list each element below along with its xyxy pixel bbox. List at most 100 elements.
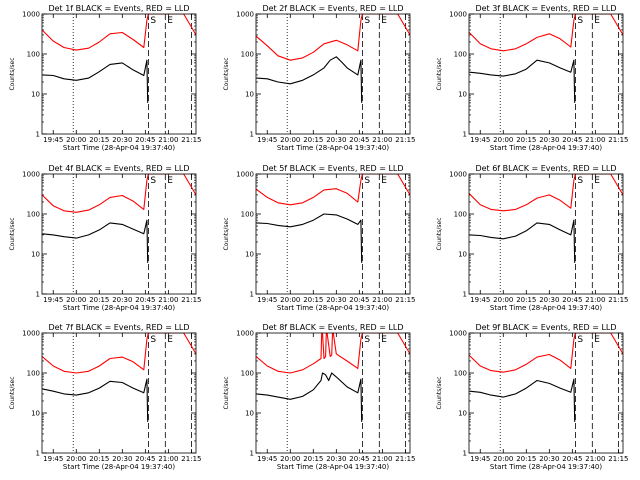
- x-tick-label: 20:45: [562, 296, 582, 304]
- plot-frame: [468, 173, 624, 295]
- lld-series-line: [469, 174, 623, 212]
- x-tick-label: 21:00: [585, 136, 605, 144]
- x-tick-label: 21:15: [395, 136, 415, 144]
- x-tick-label: 19:45: [257, 296, 277, 304]
- y-tick-label: 1: [250, 450, 254, 458]
- chart-panel: Det 4f BLACK = Events, RED = LLD Counts/s…: [9, 164, 201, 312]
- y-axis-label: Counts/sec: [436, 217, 443, 250]
- y-tick-label: 1: [250, 131, 254, 139]
- series-group: [256, 14, 410, 103]
- y-tick-label: 1: [463, 450, 467, 458]
- y-tick-label: 10: [458, 410, 467, 418]
- y-tick-label: 1000: [22, 11, 40, 19]
- x-tick-label: 19:45: [470, 296, 490, 304]
- y-tick-label: 10: [31, 251, 40, 259]
- x-tick-label: 20:45: [135, 455, 155, 463]
- y-tick-label: 100: [27, 211, 40, 219]
- chart-title: Det 7f BLACK = Events, RED = LLD: [48, 323, 189, 332]
- marker-label: S: [364, 16, 370, 26]
- chart-title: Det 2f BLACK = Events, RED = LLD: [262, 4, 403, 13]
- y-tick-label: 10: [245, 410, 254, 418]
- y-tick-label: 100: [454, 51, 467, 59]
- chart-title: Det 1f BLACK = Events, RED = LLD: [48, 4, 189, 13]
- series-group: [42, 14, 196, 103]
- x-axis-label: Start Time (28-Apr-04 19:37:40): [490, 463, 602, 471]
- x-tick-label: 20:30: [539, 455, 559, 463]
- marker-label: S: [150, 176, 156, 186]
- x-tick-label: 21:15: [181, 296, 201, 304]
- y-axis-label: Counts/sec: [9, 217, 16, 250]
- events-series-line: [42, 59, 149, 103]
- chart-panel: Det 5f BLACK = Events, RED = LLD Counts/s…: [223, 164, 415, 312]
- y-tick-label: 100: [454, 211, 467, 219]
- marker-label: E: [167, 176, 173, 186]
- y-tick-label: 1000: [236, 11, 254, 19]
- marker-label: S: [364, 176, 370, 186]
- events-series-line: [256, 213, 363, 263]
- lld-series-line: [469, 14, 623, 52]
- x-tick-label: 21:15: [395, 296, 415, 304]
- x-tick-label: 20:00: [280, 296, 300, 304]
- y-tick-label: 1000: [22, 330, 40, 338]
- chart-title: Det 9f BLACK = Events, RED = LLD: [475, 323, 616, 332]
- marker-label: E: [381, 335, 387, 345]
- x-tick-label: 21:00: [585, 455, 605, 463]
- y-tick-label: 10: [458, 251, 467, 259]
- x-axis-label: Start Time (28-Apr-04 19:37:40): [63, 144, 175, 152]
- x-tick-label: 20:15: [89, 455, 109, 463]
- lld-series-line: [256, 14, 410, 61]
- lld-series-line: [42, 14, 196, 51]
- events-series-line: [469, 59, 576, 103]
- plot-frame: [255, 332, 411, 454]
- x-tick-label: 20:45: [349, 455, 369, 463]
- plot-frame: [41, 13, 197, 135]
- x-tick-label: 20:15: [303, 455, 323, 463]
- x-tick-label: 20:15: [516, 455, 536, 463]
- x-tick-label: 19:45: [257, 455, 277, 463]
- x-tick-label: 21:00: [158, 455, 178, 463]
- marker-label: S: [577, 16, 583, 26]
- x-tick-label: 20:45: [562, 136, 582, 144]
- marker-label: E: [594, 176, 600, 186]
- events-series-line: [469, 219, 576, 263]
- y-axis-label: Counts/sec: [223, 376, 230, 409]
- series-group: [42, 333, 196, 422]
- marker-label: E: [594, 335, 600, 345]
- x-tick-label: 20:45: [135, 296, 155, 304]
- events-series-line: [469, 378, 576, 422]
- x-axis-label: Start Time (28-Apr-04 19:37:40): [490, 144, 602, 152]
- x-tick-label: 19:45: [470, 455, 490, 463]
- marker-label: S: [150, 335, 156, 345]
- x-tick-label: 20:00: [66, 455, 86, 463]
- lld-series-line: [42, 333, 196, 374]
- x-tick-label: 20:15: [516, 136, 536, 144]
- y-tick-label: 10: [245, 91, 254, 99]
- x-tick-label: 21:00: [585, 296, 605, 304]
- marker-label: S: [364, 335, 370, 345]
- x-axis-label: Start Time (28-Apr-04 19:37:40): [490, 304, 602, 312]
- x-axis-label: Start Time (28-Apr-04 19:37:40): [277, 304, 389, 312]
- y-tick-label: 1: [36, 450, 40, 458]
- y-tick-label: 1000: [449, 330, 467, 338]
- x-tick-label: 21:00: [158, 296, 178, 304]
- y-tick-label: 1: [250, 291, 254, 299]
- x-tick-label: 20:00: [280, 455, 300, 463]
- series-group: [256, 333, 410, 422]
- x-tick-label: 20:00: [280, 136, 300, 144]
- marker-label: E: [167, 16, 173, 26]
- x-tick-label: 20:30: [112, 296, 132, 304]
- x-tick-label: 21:00: [372, 296, 392, 304]
- y-axis-label: Counts/sec: [436, 57, 443, 90]
- events-series-line: [42, 219, 149, 263]
- x-tick-label: 20:30: [539, 296, 559, 304]
- x-tick-label: 20:45: [349, 136, 369, 144]
- x-tick-label: 19:45: [257, 136, 277, 144]
- y-tick-label: 100: [27, 370, 40, 378]
- y-tick-label: 1: [36, 291, 40, 299]
- y-axis-label: Counts/sec: [223, 57, 230, 90]
- series-group: [256, 174, 410, 263]
- x-tick-label: 20:30: [326, 455, 346, 463]
- y-axis-label: Counts/sec: [223, 217, 230, 250]
- x-tick-label: 20:45: [562, 455, 582, 463]
- x-tick-label: 20:15: [516, 296, 536, 304]
